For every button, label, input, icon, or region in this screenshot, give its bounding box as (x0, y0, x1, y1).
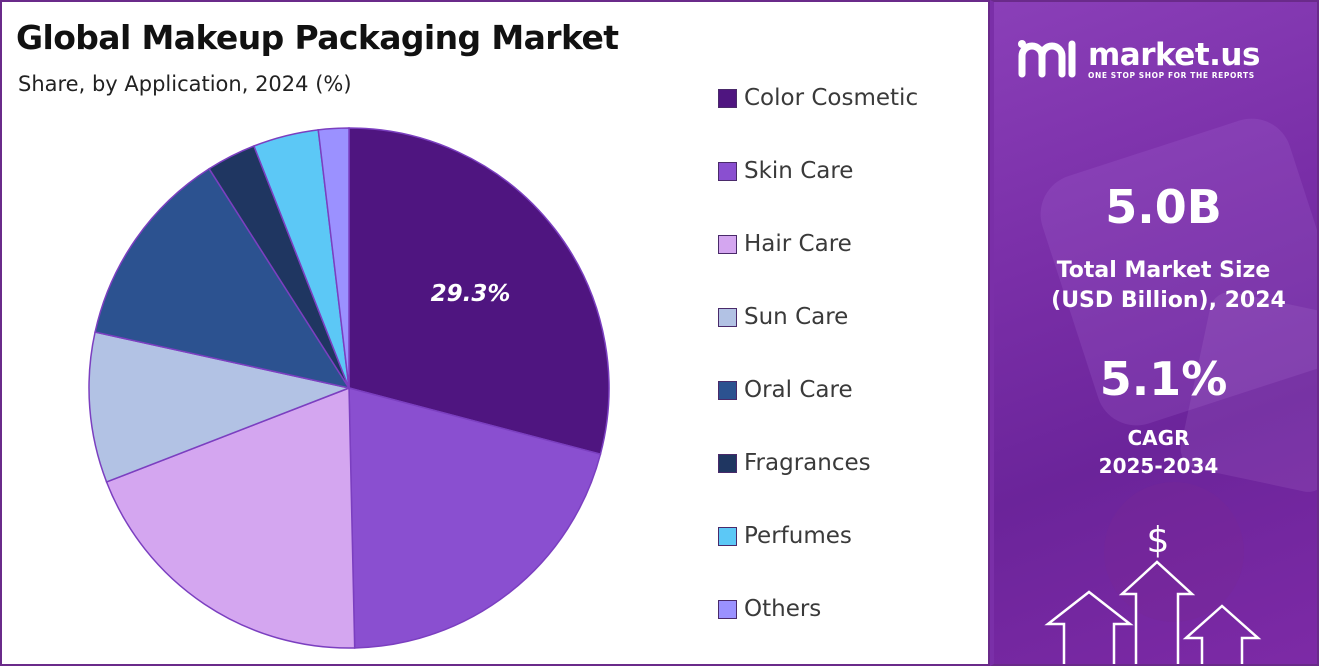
legend-swatch (718, 526, 737, 546)
chart-title: Global Makeup Packaging Market (16, 18, 619, 57)
market-us-logo-icon (1018, 40, 1076, 78)
cagr-stat: 5.1% (994, 352, 1317, 406)
growth-arrows-icon: $ (1044, 520, 1262, 664)
summary-panel: market.us ONE STOP SHOP FOR THE REPORTS … (990, 0, 1319, 666)
market-size-label-line1: Total Market Size (1056, 258, 1271, 283)
cagr-label: CAGR 2025-2034 (994, 424, 1317, 480)
cagr-value: 5.1% (1099, 352, 1228, 406)
chart-subtitle: Share, by Application, 2024 (%) (18, 72, 352, 96)
legend-swatch (718, 453, 737, 473)
market-size-stat: 5.0B (994, 180, 1317, 234)
pie-chart: 29.3% (88, 127, 610, 649)
legend-swatch (718, 599, 737, 619)
legend-label: Skin Care (744, 158, 854, 184)
chart-panel: Global Makeup Packaging Market Share, by… (0, 0, 990, 666)
pie-slice-skin-care (348, 387, 602, 649)
legend-label: Others (744, 596, 822, 622)
cagr-label-line2: 2025-2034 (1098, 454, 1219, 478)
legend-item-perfumes: Perfumes (718, 520, 852, 552)
brand-name: market.us (1088, 36, 1260, 73)
legend-swatch (718, 307, 737, 327)
pie-slice-others (317, 127, 350, 389)
legend-swatch (718, 234, 737, 254)
legend-swatch (718, 161, 737, 181)
legend-item-color-cosmetic: Color Cosmetic (718, 82, 918, 114)
brand: market.us ONE STOP SHOP FOR THE REPORTS (1016, 36, 1260, 82)
data-label-color-cosmetic: 29.3% (431, 281, 511, 307)
legend-item-sun-care: Sun Care (718, 301, 848, 333)
brand-tagline: ONE STOP SHOP FOR THE REPORTS (1088, 70, 1255, 80)
legend-swatch (718, 380, 737, 400)
legend-label: Fragrances (744, 450, 871, 476)
legend-label: Perfumes (744, 523, 852, 549)
pie-slice-sun-care (88, 331, 352, 483)
cagr-label-line1: CAGR (1127, 426, 1190, 450)
market-size-label-line2: (USD Billion), 2024 (1051, 288, 1286, 313)
dollar-sign-icon: $ (1147, 520, 1170, 561)
background-decoration (1104, 482, 1244, 622)
legend-item-oral-care: Oral Care (718, 374, 853, 406)
legend-item-hair-care: Hair Care (718, 228, 852, 260)
legend-item-others: Others (718, 593, 821, 625)
market-size-label: Total Market Size (USD Billion), 2024 (994, 256, 1317, 316)
pie-slice-oral-care (94, 167, 351, 390)
pie-slice-color-cosmetic (348, 127, 610, 456)
legend-item-skin-care: Skin Care (718, 155, 853, 187)
legend-item-fragrances: Fragrances (718, 447, 871, 479)
legend-swatch (718, 88, 737, 108)
legend-label: Oral Care (744, 377, 853, 403)
market-size-value: 5.0B (1105, 180, 1222, 234)
legend-label: Sun Care (744, 304, 849, 330)
legend-label: Hair Care (744, 231, 852, 257)
pie-slice-hair-care (105, 386, 356, 649)
legend-label: Color Cosmetic (744, 85, 919, 111)
